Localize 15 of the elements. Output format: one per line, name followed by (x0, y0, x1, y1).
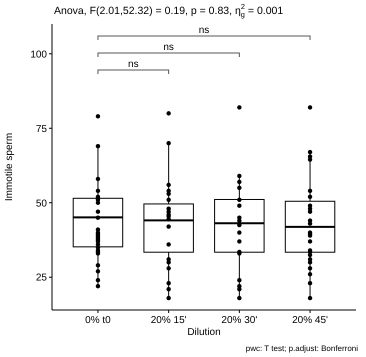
annotation: ns (163, 42, 174, 53)
y-tick-label: 25 (36, 272, 48, 284)
y-tick-label: 100 (30, 49, 48, 60)
annotation: ns (198, 25, 210, 36)
x-tick-label: 20% 15' (150, 315, 187, 326)
x-axis-title: Dilution (187, 327, 221, 338)
x-tick-label: 20% 30' (221, 315, 258, 326)
annotation: ns (128, 59, 139, 70)
chart-title: Anova, F(2.01,52.32) = 0.19, p = 0.83, η$_{g}$$^{2}$ = 0.001 (54, 2, 284, 19)
y-tick-label: 50 (36, 198, 48, 210)
text: pwc: T test; p.adjust: Bonferroni (246, 344, 358, 353)
x-tick-label: 20% 45' (292, 315, 328, 326)
y-tick-label: 75 (36, 124, 48, 135)
x-tick-label: 0% t0 (85, 315, 112, 326)
y-axis-title: Immotile sperm (4, 132, 15, 202)
